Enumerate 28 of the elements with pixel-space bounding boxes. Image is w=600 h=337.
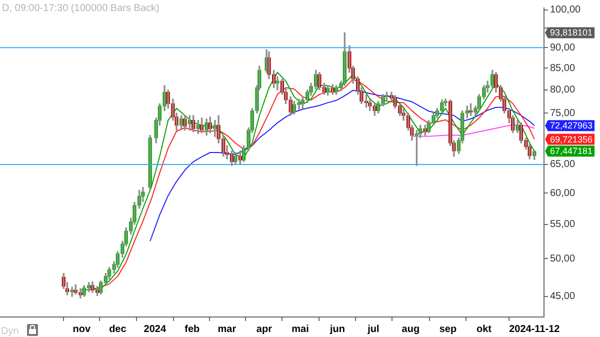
x-tick-label: dec [109,324,127,335]
x-tick-label: mai [292,324,310,335]
x-tick-label: sep [439,324,457,335]
x-tick-label: nov [72,324,91,335]
x-tick-label: 2024-11-12 [509,324,560,335]
y-tick-label: 80,00 [550,84,576,96]
chart-title: D, 09:00-17:30 (100000 Bars Back) [2,2,160,14]
x-tick-label: okt [476,324,492,335]
data-label: 67,447181 [550,146,593,156]
y-tick-label: 85,00 [550,62,576,74]
data-label: 72,427963 [550,120,593,131]
x-tick-label: mar [218,324,236,335]
x-tick-label: 2024 [144,324,166,335]
x-tick-label: aug [402,324,420,335]
y-tick-label: 50,00 [550,253,576,264]
x-tick-label: apr [256,324,272,335]
y-tick-label: 90,00 [550,42,576,54]
y-tick-label: 100,00 [550,4,582,16]
y-tick-label: 45,00 [550,291,576,302]
y-tick-label: 60,00 [550,188,576,199]
y-tick-label: 75,00 [550,108,576,119]
x-tick-label: feb [184,324,200,335]
text: 93,818101 [550,28,593,38]
data-label: 69,721356 [550,134,593,144]
y-tick-label: 55,00 [550,219,576,230]
x-tick-label: jul [366,324,380,335]
y-tick-label: 65,00 [550,159,576,170]
x-tick-label: jun [328,324,345,335]
